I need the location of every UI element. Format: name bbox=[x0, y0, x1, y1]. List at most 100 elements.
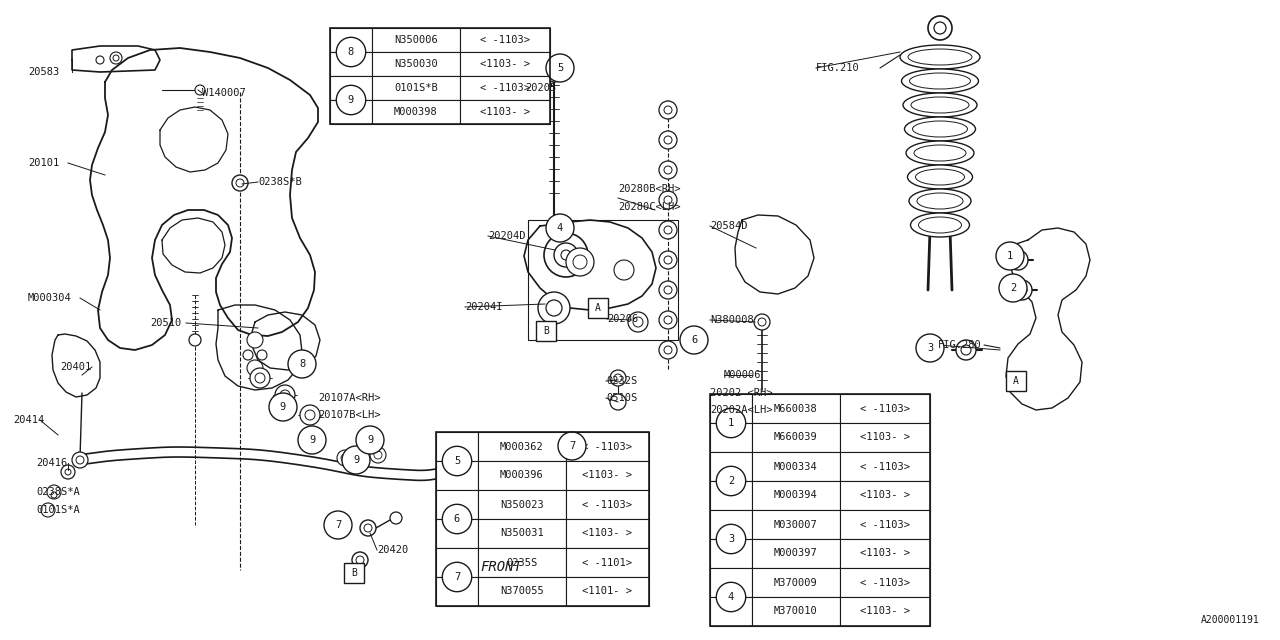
Text: N350031: N350031 bbox=[500, 529, 544, 538]
Circle shape bbox=[547, 54, 573, 82]
Text: 20204D: 20204D bbox=[488, 231, 526, 241]
Bar bbox=[840, 394, 931, 423]
Circle shape bbox=[659, 191, 677, 209]
Circle shape bbox=[41, 503, 55, 517]
Circle shape bbox=[538, 292, 570, 324]
Bar bbox=[753, 510, 840, 539]
Text: M000334: M000334 bbox=[774, 461, 818, 472]
Bar bbox=[710, 394, 753, 423]
Text: <1103- >: <1103- > bbox=[480, 107, 530, 117]
Text: <1103- >: <1103- > bbox=[860, 607, 910, 616]
Circle shape bbox=[1012, 280, 1032, 300]
Circle shape bbox=[664, 286, 672, 294]
Bar bbox=[710, 539, 753, 568]
Circle shape bbox=[547, 68, 561, 82]
Text: M030007: M030007 bbox=[774, 520, 818, 529]
Text: 3: 3 bbox=[927, 343, 933, 353]
Text: <1103- >: <1103- > bbox=[480, 59, 530, 69]
Text: 20416: 20416 bbox=[36, 458, 68, 468]
Ellipse shape bbox=[916, 193, 963, 209]
Bar bbox=[840, 597, 931, 626]
Circle shape bbox=[556, 435, 577, 457]
Circle shape bbox=[356, 556, 364, 564]
Text: 0235S: 0235S bbox=[507, 557, 538, 568]
Bar bbox=[436, 432, 649, 606]
Bar bbox=[840, 481, 931, 510]
Ellipse shape bbox=[913, 121, 968, 137]
Circle shape bbox=[110, 52, 122, 64]
Text: M660039: M660039 bbox=[774, 433, 818, 442]
Bar bbox=[753, 452, 840, 481]
Text: < -1103>: < -1103> bbox=[480, 35, 530, 45]
Circle shape bbox=[47, 485, 61, 499]
Text: N370055: N370055 bbox=[500, 586, 544, 596]
Circle shape bbox=[611, 370, 626, 386]
Bar bbox=[753, 568, 840, 597]
Bar bbox=[436, 548, 477, 577]
Circle shape bbox=[300, 432, 316, 448]
Bar bbox=[566, 490, 649, 519]
Bar bbox=[372, 28, 460, 52]
Bar bbox=[477, 577, 566, 606]
Circle shape bbox=[547, 300, 562, 316]
Text: FIG.210: FIG.210 bbox=[817, 63, 860, 73]
Circle shape bbox=[1018, 285, 1027, 295]
Bar bbox=[372, 100, 460, 124]
Circle shape bbox=[340, 454, 349, 462]
Text: W140007: W140007 bbox=[202, 88, 246, 98]
Circle shape bbox=[717, 524, 746, 554]
Bar bbox=[460, 52, 550, 76]
Bar bbox=[477, 490, 566, 519]
Bar bbox=[710, 452, 753, 481]
Text: < -1103>: < -1103> bbox=[860, 461, 910, 472]
Circle shape bbox=[717, 467, 746, 496]
Circle shape bbox=[566, 248, 594, 276]
Circle shape bbox=[554, 243, 579, 267]
Ellipse shape bbox=[909, 189, 972, 213]
Bar bbox=[330, 76, 372, 100]
Text: 0510S: 0510S bbox=[605, 393, 637, 403]
Circle shape bbox=[337, 450, 353, 466]
Text: N350030: N350030 bbox=[394, 59, 438, 69]
Bar bbox=[566, 577, 649, 606]
Circle shape bbox=[573, 255, 588, 269]
Bar bbox=[436, 432, 477, 461]
Circle shape bbox=[717, 582, 746, 612]
Bar bbox=[477, 461, 566, 490]
Text: 1: 1 bbox=[1007, 251, 1014, 261]
Circle shape bbox=[243, 350, 253, 360]
Text: 0101S*A: 0101S*A bbox=[36, 505, 79, 515]
Circle shape bbox=[659, 251, 677, 269]
Circle shape bbox=[250, 368, 270, 388]
Circle shape bbox=[337, 85, 366, 115]
Bar bbox=[588, 298, 608, 318]
Text: B: B bbox=[351, 568, 357, 578]
Circle shape bbox=[659, 311, 677, 329]
Text: FRONT: FRONT bbox=[480, 560, 522, 574]
Circle shape bbox=[717, 408, 746, 438]
Ellipse shape bbox=[908, 49, 972, 65]
Bar bbox=[460, 100, 550, 124]
Text: 20107B<LH>: 20107B<LH> bbox=[317, 410, 380, 420]
Circle shape bbox=[247, 332, 262, 348]
Circle shape bbox=[195, 85, 205, 95]
Circle shape bbox=[664, 136, 672, 144]
Circle shape bbox=[288, 350, 316, 378]
Circle shape bbox=[364, 524, 372, 532]
Circle shape bbox=[664, 256, 672, 264]
Circle shape bbox=[558, 432, 586, 460]
Bar bbox=[840, 539, 931, 568]
Text: 20510: 20510 bbox=[150, 318, 182, 328]
Bar bbox=[436, 490, 477, 519]
Bar bbox=[753, 597, 840, 626]
Circle shape bbox=[352, 552, 369, 568]
Text: 20101: 20101 bbox=[28, 158, 59, 168]
Text: 20206: 20206 bbox=[607, 314, 639, 324]
Text: 8: 8 bbox=[348, 47, 355, 57]
Bar bbox=[566, 461, 649, 490]
Bar bbox=[477, 548, 566, 577]
Circle shape bbox=[614, 260, 634, 280]
Bar bbox=[710, 597, 753, 626]
Text: 20204I: 20204I bbox=[465, 302, 503, 312]
Circle shape bbox=[664, 226, 672, 234]
